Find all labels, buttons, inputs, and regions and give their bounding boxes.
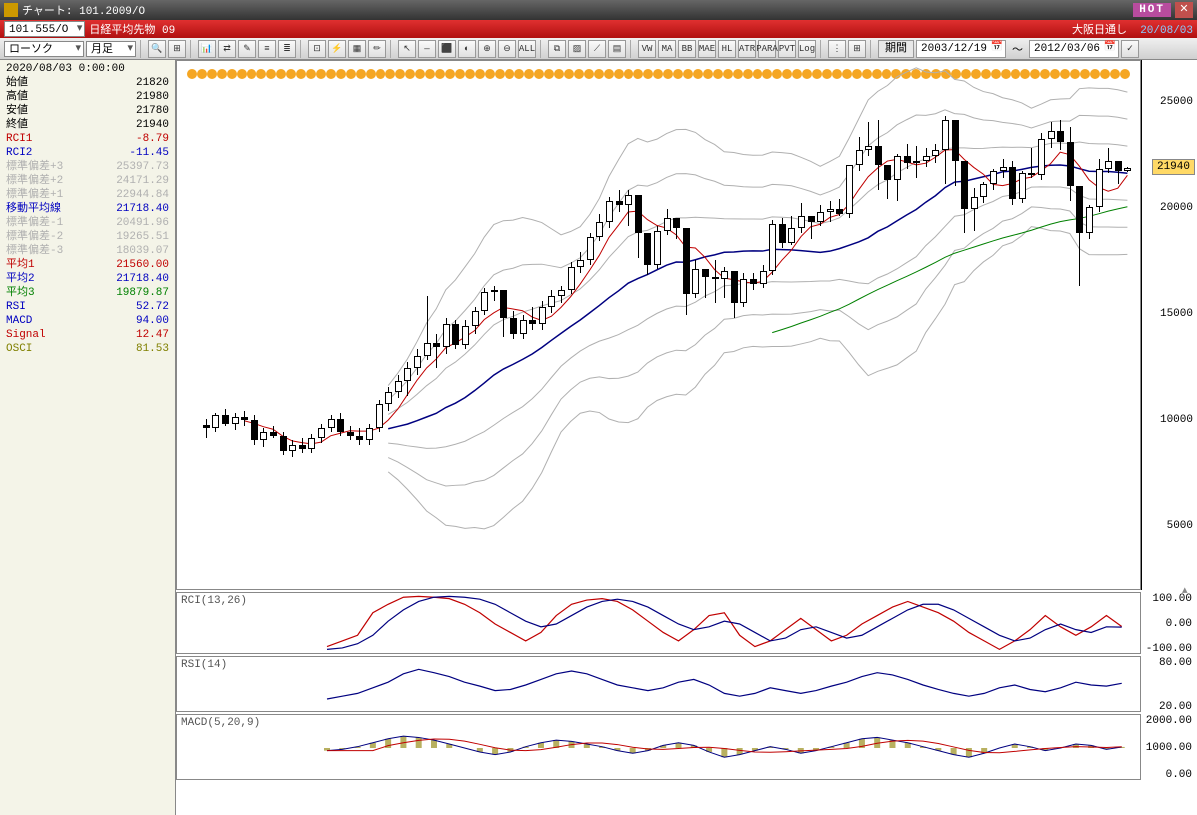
toolbar-button-15[interactable]: ⊕ (478, 40, 496, 58)
date-to-input[interactable]: 2012/03/06 (1029, 40, 1119, 58)
chart-type-dropdown[interactable]: ローソク (4, 41, 84, 57)
toolbar-button-19[interactable]: ▨ (568, 40, 586, 58)
sidebar-row: 標準偏差+224171.29 (2, 174, 173, 188)
toolbar-button-23[interactable]: MA (658, 40, 676, 58)
close-button[interactable]: ✕ (1175, 2, 1193, 18)
toolbar-button-22[interactable]: VW (638, 40, 656, 58)
toolbar-button-4[interactable]: ✎ (238, 40, 256, 58)
sidebar-row: OSCI81.53 (2, 342, 173, 356)
toolbar-button-21[interactable]: ▤ (608, 40, 626, 58)
toolbar-button-26[interactable]: HL (718, 40, 736, 58)
toolbar-button-31[interactable]: ⋮ (828, 40, 846, 58)
sidebar-row: Signal12.47 (2, 328, 173, 342)
sidebar-row: RCI2-11.45 (2, 146, 173, 160)
y-axis: 250002000015000100005000 (1141, 60, 1197, 590)
chart-area[interactable]: 250002000015000100005000 21940 RCI(13,26… (176, 60, 1197, 815)
macd-panel[interactable]: MACD(5,20,9) 2000.001000.000.00 (176, 714, 1141, 780)
toolbar-button-0[interactable]: 🔍 (148, 40, 166, 58)
symbol-dropdown[interactable]: 101.555/O (4, 21, 85, 37)
rci-panel[interactable]: RCI(13,26) 100.000.00-100.00 ▴ (176, 592, 1141, 654)
symbol-name: 日経平均先物 09 (89, 21, 175, 37)
sidebar-row: 標準偏差+122944.84 (2, 188, 173, 202)
toolbar-button-29[interactable]: PVT (778, 40, 796, 58)
app-icon (4, 3, 18, 17)
sidebar-row: 標準偏差-120491.96 (2, 216, 173, 230)
sidebar-row: 平均121560.00 (2, 258, 173, 272)
sidebar-row: 始値21820 (2, 76, 173, 90)
toolbar-button-25[interactable]: MAE (698, 40, 716, 58)
sidebar-row: 平均221718.40 (2, 272, 173, 286)
toolbar-button-5[interactable]: ≡ (258, 40, 276, 58)
window-title: チャート: 101.2009/O (22, 2, 145, 18)
toolbar-button-10[interactable]: ✏ (368, 40, 386, 58)
toolbar-button-32[interactable]: ⊞ (848, 40, 866, 58)
toolbar-button-30[interactable]: Log (798, 40, 816, 58)
sidebar-row: 高値21980 (2, 90, 173, 104)
toolbar-button-6[interactable]: ≣ (278, 40, 296, 58)
toolbar-button-24[interactable]: BB (678, 40, 696, 58)
toolbar-button-1[interactable]: ⊞ (168, 40, 186, 58)
sidebar-row: 標準偏差-219265.51 (2, 230, 173, 244)
sidebar-row: 安値21780 (2, 104, 173, 118)
date-from-input[interactable]: 2003/12/19 (916, 40, 1006, 58)
period-label: 期間 (878, 40, 914, 58)
toolbar-button-2[interactable]: 📊 (198, 40, 216, 58)
toolbar-button-20[interactable]: ⟋ (588, 40, 606, 58)
toolbar-button-16[interactable]: ⊖ (498, 40, 516, 58)
toolbar-button-7[interactable]: ⊡ (308, 40, 326, 58)
header-date: 20/08/03 (1140, 25, 1193, 37)
sidebar-row: MACD94.00 (2, 314, 173, 328)
rsi-panel[interactable]: RSI(14) 80.0020.00 (176, 656, 1141, 712)
sidebar-row: RCI1-8.79 (2, 132, 173, 146)
sidebar-row: 終値21940 (2, 118, 173, 132)
window-titlebar: チャート: 101.2009/O HOT ✕ (0, 0, 1197, 20)
price-tag: 21940 (1152, 159, 1195, 175)
date-confirm-button[interactable]: ✓ (1121, 40, 1139, 58)
toolbar-button-17[interactable]: ALL (518, 40, 536, 58)
sidebar-timestamp: 2020/08/03 0:00:00 (2, 62, 173, 76)
sidebar-row: 標準偏差-318039.07 (2, 244, 173, 258)
toolbar-button-27[interactable]: ATR (738, 40, 756, 58)
toolbar-button-9[interactable]: ▦ (348, 40, 366, 58)
toolbar: ローソク 月足 🔍⊞📊⇄✎≡≣⊡⚡▦✏↖—⬛◐⊕⊖ALL⧉▨⟋▤VWMABBMA… (0, 38, 1197, 60)
sidebar-row: 標準偏差+325397.73 (2, 160, 173, 174)
data-sidebar: 2020/08/03 0:00:00 始値21820高値21980安値21780… (0, 60, 176, 815)
hot-badge: HOT (1133, 3, 1171, 17)
toolbar-button-11[interactable]: ↖ (398, 40, 416, 58)
exchange-label: 大阪日通し (1072, 25, 1127, 37)
timeframe-dropdown[interactable]: 月足 (86, 41, 136, 57)
toolbar-button-18[interactable]: ⧉ (548, 40, 566, 58)
toolbar-button-8[interactable]: ⚡ (328, 40, 346, 58)
toolbar-button-12[interactable]: — (418, 40, 436, 58)
toolbar-button-14[interactable]: ◐ (458, 40, 476, 58)
toolbar-button-28[interactable]: PARA (758, 40, 776, 58)
symbol-bar: 101.555/O 日経平均先物 09 大阪日通し 20/08/03 (0, 20, 1197, 38)
sidebar-row: 移動平均線21718.40 (2, 202, 173, 216)
collapse-arrow-icon[interactable]: ▴ (1182, 583, 1192, 593)
toolbar-button-3[interactable]: ⇄ (218, 40, 236, 58)
toolbar-button-13[interactable]: ⬛ (438, 40, 456, 58)
main-chart[interactable] (176, 60, 1141, 590)
date-separator: ～ (1008, 41, 1027, 57)
sidebar-row: RSI52.72 (2, 300, 173, 314)
sidebar-row: 平均319879.87 (2, 286, 173, 300)
